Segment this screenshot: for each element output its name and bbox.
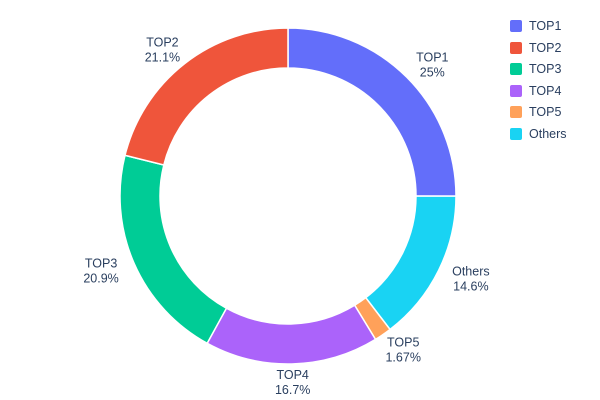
legend-label: Others (529, 126, 567, 141)
legend-swatch-top5 (510, 106, 522, 119)
legend-item-top4[interactable]: TOP4 (510, 83, 567, 98)
legend-swatch-top3 (510, 63, 522, 76)
legend-swatch-top1 (510, 20, 522, 33)
legend-swatch-others (510, 127, 522, 140)
legend-item-top5[interactable]: TOP5 (510, 106, 567, 119)
slice-label-top5: TOP5 1.67% (385, 335, 420, 364)
legend-label: TOP3 (529, 62, 562, 76)
legend-label: TOP2 (529, 40, 562, 55)
legend-label: TOP5 (529, 105, 562, 119)
legend-label: TOP1 (529, 19, 562, 33)
slice-label-top4: TOP4 16.7% (275, 368, 310, 397)
donut-slice-top4[interactable] (206, 304, 377, 365)
slice-label-top2: TOP2 21.1% (145, 35, 180, 64)
legend-item-others[interactable]: Others (510, 126, 567, 141)
legend: TOP1 TOP2 TOP3 TOP4 TOP5 Others (510, 20, 567, 140)
legend-label: TOP4 (529, 83, 562, 98)
donut-slice-top2[interactable] (124, 27, 289, 166)
legend-item-top3[interactable]: TOP3 (510, 63, 567, 76)
donut-slice-others[interactable] (364, 195, 457, 331)
slice-label-top3: TOP3 20.9% (83, 257, 118, 286)
legend-item-top1[interactable]: TOP1 (510, 20, 567, 33)
slice-label-top1: TOP1 25% (416, 51, 448, 80)
legend-item-top2[interactable]: TOP2 (510, 40, 567, 55)
legend-swatch-top4 (510, 84, 522, 97)
slice-label-others: Others 14.6% (452, 264, 490, 293)
legend-swatch-top2 (510, 41, 522, 54)
donut-slice-top3[interactable] (119, 154, 228, 345)
